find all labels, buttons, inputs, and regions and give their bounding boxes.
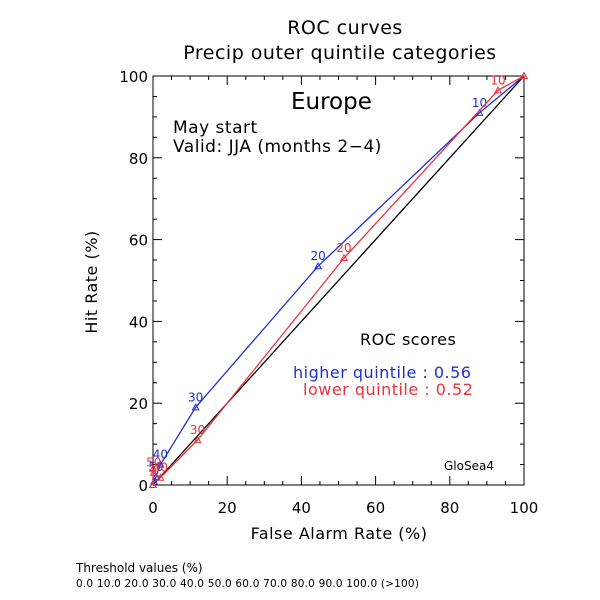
lower-quintile-line xyxy=(152,75,525,485)
lower-quintile-marker xyxy=(519,71,529,80)
higher-quintile-threshold-label: 20 xyxy=(310,249,325,263)
lower-quintile-threshold-label: 10 xyxy=(490,73,505,87)
y-tick-label: 60 xyxy=(129,232,148,250)
region-label: Europe xyxy=(291,89,372,115)
chart-subtitle: Precip outer quintile categories xyxy=(183,42,496,64)
higher-quintile-score: higher quintile : 0.56 xyxy=(293,363,471,382)
y-axis-title: Hit Rate (%) xyxy=(82,230,101,333)
higher-quintile-threshold-label: 40 xyxy=(153,448,168,462)
lower-quintile-marker xyxy=(156,473,165,481)
x-tick-label: 100 xyxy=(510,499,539,517)
lower-quintile-threshold-label: 20 xyxy=(336,241,351,255)
y-tick-label: 100 xyxy=(119,68,148,86)
higher-quintile-line xyxy=(152,75,525,486)
threshold-values: 0.0 10.0 20.0 30.0 40.0 50.0 60.0 70.0 8… xyxy=(76,578,420,590)
higher-quintile-marker xyxy=(191,403,200,411)
higher-quintile-threshold-label: 30 xyxy=(188,390,203,404)
x-axis-title: False Alarm Rate (%) xyxy=(251,524,428,543)
start-label: May start xyxy=(173,118,258,138)
higher-quintile-threshold-label: 50 xyxy=(148,460,163,474)
lower-quintile-marker xyxy=(148,464,158,472)
x-tick-label: 60 xyxy=(366,499,385,517)
higher-quintile-marker xyxy=(151,472,161,480)
lower-quintile-marker xyxy=(149,468,158,476)
roc-scores-title: ROC scores xyxy=(360,330,456,349)
chart-title: ROC curves xyxy=(287,17,403,39)
lower-quintile-marker xyxy=(148,480,158,489)
y-tick-label: 0 xyxy=(138,477,148,495)
higher-quintile-marker xyxy=(314,261,323,270)
higher-quintile-marker xyxy=(156,460,165,468)
x-tick-label: 80 xyxy=(440,499,459,517)
lower-quintile-marker xyxy=(193,435,202,444)
y-tick-label: 20 xyxy=(129,395,148,413)
x-tick-label: 40 xyxy=(292,499,311,517)
y-tick-label: 40 xyxy=(129,313,148,331)
lower-quintile-threshold-label: 50 xyxy=(146,456,161,470)
model-label: GloSea4 xyxy=(444,459,494,473)
ticks: 0 20 40 60 80 100 0 20 40 60 80 100 xyxy=(119,68,538,517)
x-tick-label: 20 xyxy=(218,499,237,517)
y-tick-label: 80 xyxy=(129,150,148,168)
roc-chart: ROC curves Precip outer quintile categor… xyxy=(82,17,538,543)
x-tick-label: 0 xyxy=(148,499,158,517)
lower-quintile-threshold-label: 30 xyxy=(190,423,205,437)
threshold-title: Threshold values (%) xyxy=(76,561,203,575)
higher-quintile-threshold-label: 10 xyxy=(472,96,487,110)
lower-quintile-marker xyxy=(340,253,349,262)
valid-label: Valid: JJA (months 2−4) xyxy=(173,137,382,157)
lower-quintile-marker xyxy=(493,86,503,94)
diagonal-line xyxy=(152,75,525,486)
lower-quintile-score: lower quintile : 0.52 xyxy=(303,380,473,399)
